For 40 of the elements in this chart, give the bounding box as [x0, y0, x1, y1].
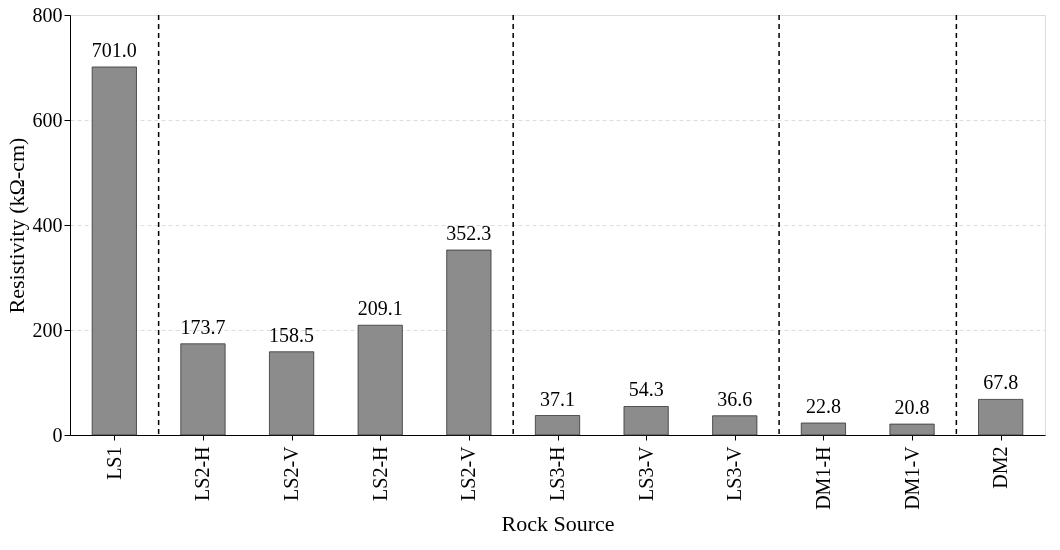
- bar: [91, 66, 137, 436]
- y-tick-label: 200: [32, 318, 63, 341]
- x-tick-label: LS1: [102, 446, 125, 480]
- bar: [712, 415, 758, 436]
- data-label: 173.7: [180, 315, 226, 338]
- y-tick-label: 0: [52, 423, 63, 446]
- x-tick-label: LS2-V: [457, 445, 480, 501]
- x-tick-label: LS3-V: [634, 445, 657, 501]
- data-label: 209.1: [357, 297, 403, 320]
- bar: [357, 324, 403, 436]
- x-tick-label: DM1-H: [811, 446, 834, 510]
- y-tick-label: 600: [32, 108, 63, 131]
- x-tick-label: LS3-V: [723, 445, 746, 501]
- data-label: 20.8: [894, 396, 930, 419]
- data-label: 701.0: [91, 38, 137, 61]
- data-label: 22.8: [805, 395, 841, 418]
- x-tick-label: DM2: [989, 446, 1012, 489]
- x-tick-label: LS2-H: [191, 446, 214, 501]
- y-tick-label: 400: [32, 213, 63, 236]
- bar: [269, 351, 315, 436]
- data-label: 67.8: [983, 371, 1019, 394]
- x-tick-label: LS2-H: [368, 446, 391, 501]
- data-label: 36.6: [717, 387, 753, 410]
- bar: [800, 422, 846, 436]
- bar: [534, 415, 581, 436]
- data-label: 54.3: [628, 378, 664, 401]
- bar: [446, 249, 492, 436]
- bar: [978, 399, 1024, 436]
- data-label: 158.5: [269, 323, 315, 346]
- y-tick-label: 800: [32, 3, 63, 26]
- bar: [180, 343, 226, 436]
- x-tick-label: DM1-V: [900, 445, 923, 510]
- data-label: 37.1: [540, 387, 575, 410]
- bar: [623, 406, 669, 436]
- data-label: 352.3: [446, 222, 492, 245]
- x-tick-label: LS2-V: [280, 445, 303, 501]
- x-tick-label: LS3-H: [546, 446, 568, 501]
- x-axis-title: Rock Source: [501, 510, 615, 536]
- y-axis-title: Resistivity (kΩ-cm): [3, 137, 29, 314]
- bar: [889, 423, 935, 436]
